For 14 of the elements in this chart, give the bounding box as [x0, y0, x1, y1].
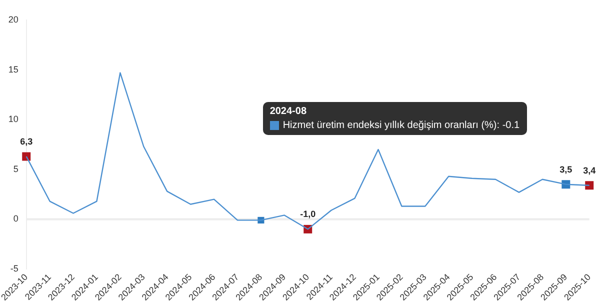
point	[22, 152, 31, 161]
y-tick-label: 0	[13, 214, 18, 224]
y-tick-label: 15	[8, 64, 18, 74]
data-label: 3,5	[560, 164, 572, 174]
annotation: 2024-08	[270, 106, 308, 118]
y-tick-label: -5	[10, 263, 18, 274]
data-label: -1,0	[300, 209, 316, 220]
point	[585, 181, 594, 190]
y-tick-label: 10	[8, 114, 18, 124]
y-tick-label: 5	[13, 164, 18, 174]
data-label: 3,4	[583, 165, 596, 176]
data-label: 6,3	[20, 136, 33, 146]
y-tick-label: 20	[8, 14, 18, 24]
annotation: Hizmet üretim endeksi yıllık değişim oranları (%): -0.1	[282, 120, 520, 132]
